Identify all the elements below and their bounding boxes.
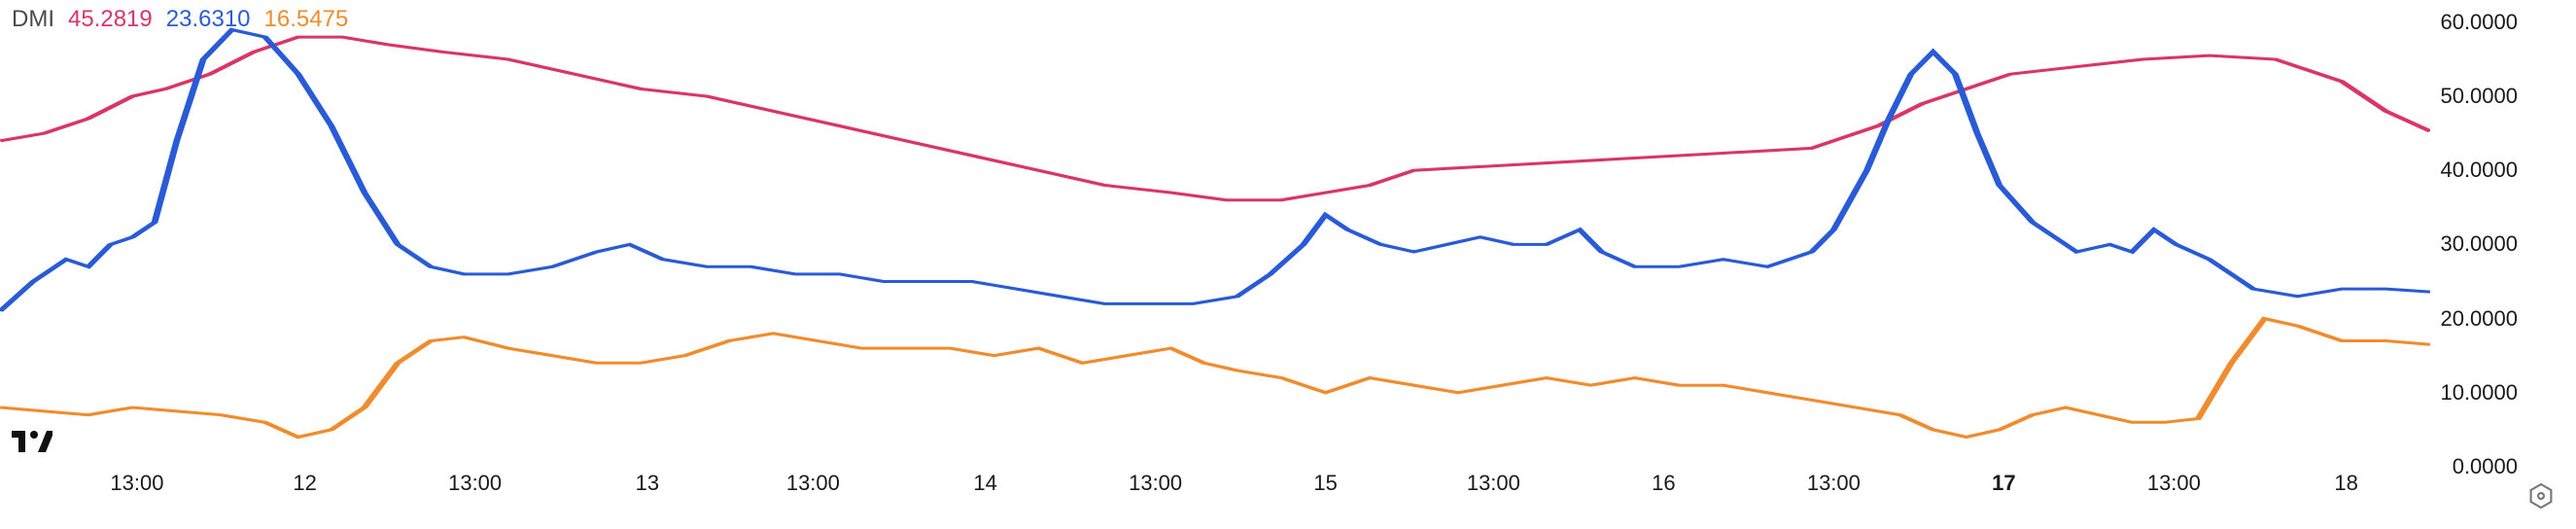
series-DIMinus: [0, 319, 2430, 438]
x-tick: 12: [293, 471, 316, 496]
plot-area[interactable]: [0, 0, 2430, 467]
x-tick: 13:00: [110, 471, 163, 496]
y-tick: 10.0000: [2440, 380, 2518, 406]
y-tick: 30.0000: [2440, 231, 2518, 257]
x-tick: 16: [1652, 471, 1675, 496]
chart-container: DMI 45.2819 23.6310 16.5475 0.000010.000…: [0, 0, 2576, 529]
y-tick: 40.0000: [2440, 158, 2518, 183]
x-tick: 13:00: [2147, 471, 2201, 496]
y-tick: 0.0000: [2453, 454, 2518, 479]
settings-icon[interactable]: [2525, 480, 2557, 511]
x-tick: 17: [1992, 471, 2015, 496]
x-axis: 13:00 12 13:00 13 13:00 14 13:00 15 13:00 16 13:00…: [0, 471, 2430, 510]
y-tick: 50.0000: [2440, 84, 2518, 109]
plot-svg: [0, 0, 2430, 467]
x-tick: 13:00: [786, 471, 840, 496]
series-DIPlus: [0, 30, 2430, 312]
x-tick: 14: [973, 471, 996, 496]
x-tick: 13: [636, 471, 659, 496]
x-tick: 13:00: [448, 471, 502, 496]
y-tick: 20.0000: [2440, 306, 2518, 332]
x-tick: 13:00: [1129, 471, 1182, 496]
tradingview-logo[interactable]: [12, 430, 52, 461]
x-tick: 18: [2334, 471, 2357, 496]
series-ADX: [0, 37, 2430, 200]
x-tick: 13:00: [1807, 471, 1861, 496]
x-tick: 13:00: [1467, 471, 1520, 496]
y-tick: 60.0000: [2440, 10, 2518, 35]
y-axis: 0.000010.000020.000030.000040.000050.000…: [2430, 0, 2518, 467]
x-tick: 15: [1313, 471, 1337, 496]
